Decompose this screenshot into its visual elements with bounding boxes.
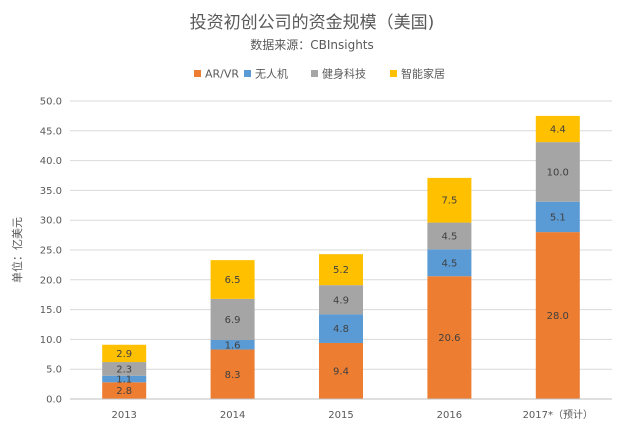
bar-segment [102, 382, 147, 399]
bar-segment [102, 344, 147, 363]
legend-swatch [244, 70, 251, 77]
data-label: 1.1 [116, 375, 132, 386]
y-axis-label: 单位：亿美元 [10, 217, 24, 283]
y-tick-label: 45.0 [40, 126, 62, 137]
bar-segment [535, 142, 580, 202]
data-label: 9.4 [333, 366, 349, 377]
legend-item: 智能家居 [401, 67, 445, 81]
y-tick-label: 35.0 [40, 186, 62, 197]
bar-segment [319, 314, 363, 343]
bar-segment [427, 177, 472, 223]
bar-segment [427, 249, 472, 277]
legend-swatch [390, 70, 397, 77]
data-label: 4.4 [550, 125, 566, 136]
bar-segment [427, 276, 472, 399]
data-label: 10.0 [547, 167, 569, 178]
bar-segment [319, 254, 363, 286]
data-label: 4.5 [441, 231, 457, 242]
bar-segment [210, 260, 255, 299]
legend-swatch [311, 70, 318, 77]
y-tick-label: 20.0 [40, 275, 62, 286]
data-label: 5.2 [333, 265, 349, 276]
legend-item: 无人机 [255, 67, 288, 81]
bar-segment [319, 342, 363, 399]
data-label: 1.6 [225, 340, 241, 351]
y-tick-label: 25.0 [40, 246, 62, 257]
y-tick-label: 15.0 [40, 305, 62, 316]
x-tick-label: 2017*（预计） [523, 408, 593, 421]
chart-subtitle: 数据来源：CBInsights [250, 37, 374, 52]
y-tick-label: 30.0 [40, 216, 62, 227]
data-label: 7.5 [441, 196, 457, 207]
bar-segment [210, 349, 255, 399]
y-tick-label: 50.0 [40, 97, 62, 108]
data-label: 4.8 [333, 324, 349, 335]
x-tick-label: 2015 [328, 410, 353, 421]
data-label: 6.5 [225, 275, 241, 286]
bars: 2.81.12.3 2.9 8.3 1.6 6.9 6.5 9.4 4.8 4.9 5.2 20.6… [102, 115, 580, 399]
bar-segment [210, 298, 255, 340]
x-tick-label: 2016 [437, 410, 462, 421]
y-tick-label: 5.0 [46, 365, 62, 376]
data-label: 20.6 [438, 333, 460, 344]
y-tick-label: 10.0 [40, 335, 62, 346]
data-label: 2.3 [116, 364, 132, 375]
x-tick-label: 2013 [111, 410, 136, 421]
bar-segment [535, 201, 580, 233]
data-label: 2.8 [116, 386, 132, 397]
legend: AR/VR 无人机 健身科技 智能家居 [194, 67, 445, 81]
data-label: 5.1 [550, 212, 566, 223]
bar-segment [210, 339, 255, 350]
x-axis-ticks: 2013 2014 2015 2016 2017*（预计） [70, 398, 612, 421]
x-tick-label: 2014 [220, 410, 245, 421]
data-label: 6.9 [225, 315, 241, 326]
bar-segment [535, 232, 580, 399]
bar-segment [102, 362, 147, 376]
bar-segment [427, 222, 472, 250]
data-label: 8.3 [225, 370, 241, 381]
y-axis-ticks: 0.0 5.0 10.0 15.0 20.0 25.0 30.0 35.0 40.0 45.0 50… [40, 97, 62, 406]
legend-swatch [194, 70, 201, 77]
data-label: 4.5 [441, 258, 457, 269]
chart-title: 投资初创公司的资金规模（美国) [190, 13, 435, 33]
legend-item: 健身科技 [322, 67, 366, 81]
bar-segment [535, 115, 580, 143]
data-label: 2.9 [116, 349, 132, 360]
data-label: 4.9 [333, 295, 349, 306]
legend-item: AR/VR [205, 68, 239, 81]
bar-segment [102, 375, 147, 383]
y-tick-label: 0.0 [46, 395, 62, 406]
y-tick-label: 40.0 [40, 156, 62, 167]
bar-segment [319, 285, 363, 315]
data-label: 28.0 [547, 311, 569, 322]
